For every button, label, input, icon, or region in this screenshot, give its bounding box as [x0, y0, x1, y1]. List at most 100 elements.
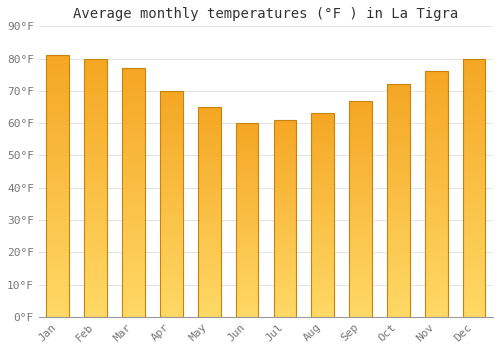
Bar [84, 162, 107, 164]
Bar [425, 273, 448, 275]
Bar [312, 213, 334, 215]
Bar [463, 247, 485, 250]
Bar [160, 156, 182, 159]
Bar [84, 120, 107, 123]
Bar [236, 208, 258, 210]
Bar [312, 118, 334, 120]
Bar [425, 145, 448, 147]
Bar [236, 245, 258, 247]
Bar [349, 174, 372, 176]
Bar [387, 87, 410, 89]
Bar [84, 152, 107, 154]
Bar [122, 98, 145, 100]
Bar [46, 71, 69, 74]
Bar [425, 182, 448, 184]
Bar [198, 120, 220, 122]
Bar [160, 202, 182, 204]
Bar [122, 217, 145, 220]
Bar [312, 189, 334, 191]
Bar [198, 275, 220, 277]
Bar [160, 174, 182, 177]
Bar [236, 313, 258, 315]
Bar [236, 185, 258, 187]
Bar [463, 141, 485, 144]
Bar [122, 297, 145, 299]
Bar [274, 141, 296, 144]
Bar [387, 298, 410, 301]
Bar [463, 110, 485, 113]
Bar [236, 189, 258, 191]
Bar [160, 134, 182, 136]
Bar [122, 133, 145, 135]
Bar [349, 282, 372, 284]
Bar [425, 98, 448, 101]
Bar [312, 148, 334, 150]
Bar [236, 154, 258, 156]
Bar [236, 255, 258, 257]
Bar [312, 225, 334, 227]
Bar [463, 58, 485, 61]
Bar [84, 252, 107, 255]
Bar [46, 168, 69, 170]
Bar [160, 122, 182, 125]
Bar [46, 296, 69, 299]
Bar [84, 224, 107, 226]
Bar [84, 61, 107, 64]
Bar [236, 129, 258, 131]
Bar [463, 152, 485, 154]
Bar [349, 126, 372, 129]
Bar [463, 92, 485, 95]
Bar [46, 152, 69, 155]
Bar [349, 263, 372, 265]
Bar [236, 197, 258, 199]
Bar [84, 58, 107, 61]
Bar [46, 212, 69, 215]
Bar [198, 264, 220, 266]
Bar [46, 267, 69, 270]
Bar [46, 290, 69, 293]
Bar [425, 84, 448, 86]
Bar [349, 269, 372, 271]
Bar [312, 221, 334, 223]
Bar [312, 252, 334, 254]
Bar [387, 226, 410, 229]
Bar [425, 251, 448, 253]
Bar [122, 190, 145, 192]
Bar [274, 301, 296, 303]
Bar [198, 118, 220, 120]
Bar [160, 127, 182, 129]
Bar [349, 308, 372, 310]
Bar [425, 93, 448, 96]
Bar [312, 201, 334, 203]
Bar [122, 163, 145, 165]
Bar [387, 210, 410, 212]
Bar [349, 256, 372, 258]
Bar [84, 100, 107, 103]
Bar [349, 100, 372, 317]
Bar [274, 201, 296, 203]
Bar [84, 82, 107, 84]
Bar [312, 276, 334, 278]
Bar [463, 58, 485, 317]
Bar [312, 156, 334, 158]
Bar [46, 254, 69, 257]
Bar [46, 299, 69, 301]
Bar [387, 252, 410, 254]
Bar [425, 140, 448, 142]
Bar [274, 297, 296, 299]
Bar [312, 302, 334, 304]
Bar [84, 291, 107, 294]
Bar [122, 292, 145, 294]
Bar [122, 135, 145, 138]
Bar [425, 206, 448, 209]
Bar [425, 287, 448, 290]
Bar [274, 147, 296, 149]
Bar [84, 79, 107, 82]
Bar [46, 293, 69, 296]
Bar [463, 232, 485, 234]
Bar [387, 196, 410, 198]
Bar [274, 195, 296, 197]
Bar [387, 280, 410, 282]
Bar [122, 180, 145, 183]
Bar [274, 203, 296, 204]
